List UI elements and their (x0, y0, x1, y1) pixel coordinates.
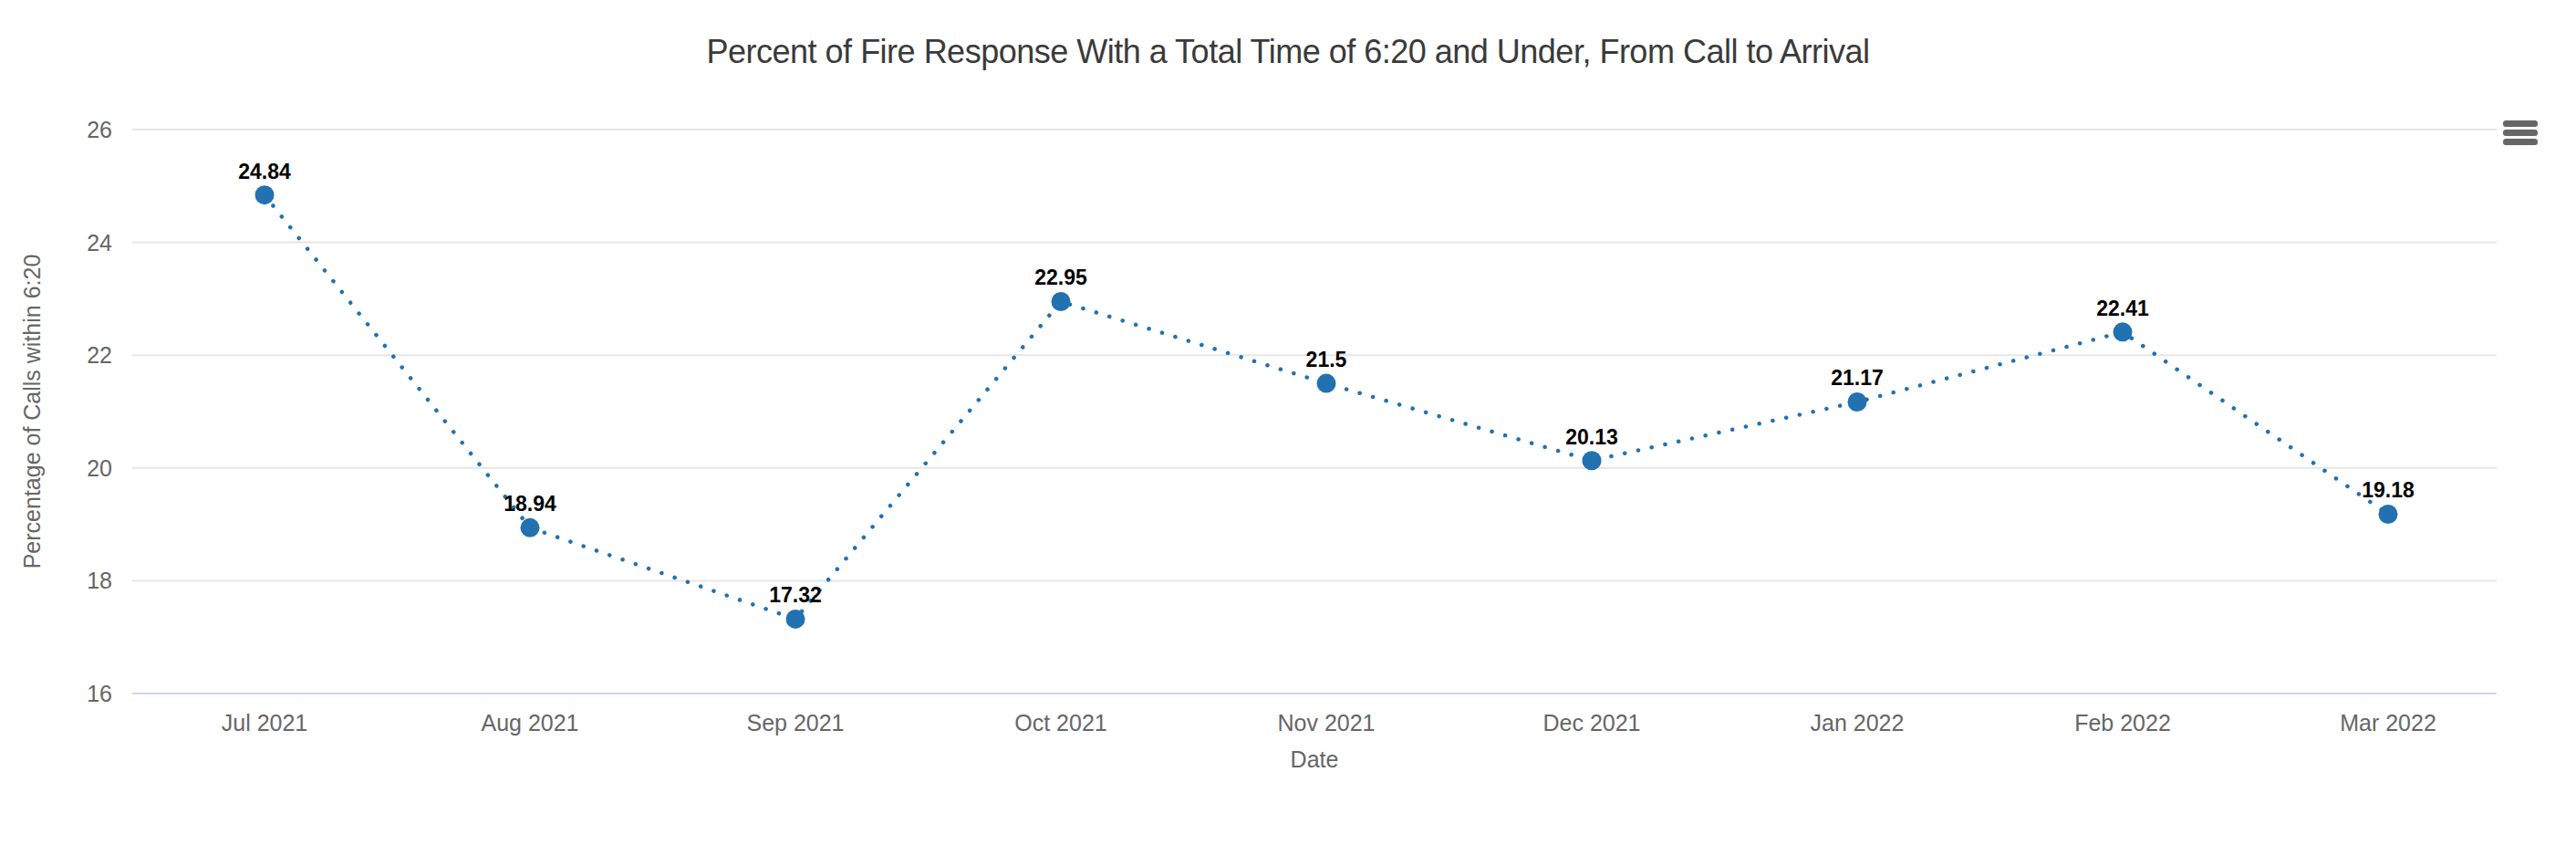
hamburger-menu-icon (2503, 120, 2538, 127)
hamburger-menu-icon (2503, 139, 2538, 145)
x-axis-title: Date (1291, 746, 1339, 772)
data-point-label: 21.5 (1306, 348, 1347, 371)
data-point-marker[interactable] (1583, 451, 1602, 470)
data-point-label: 18.94 (504, 492, 556, 516)
data-point-label: 22.41 (2096, 297, 2149, 320)
y-tick-label: 16 (87, 681, 112, 706)
series-line (265, 195, 2388, 620)
data-point-marker[interactable] (2379, 505, 2398, 524)
data-point-marker[interactable] (2114, 322, 2133, 341)
y-axis-title: Percentage of Calls within 6:20 (19, 255, 45, 569)
y-tick-label: 20 (87, 455, 112, 481)
data-point-label: 24.84 (238, 160, 291, 183)
chart-context-menu-button[interactable] (2499, 111, 2541, 153)
hamburger-menu-icon (2503, 130, 2538, 136)
x-tick-label: Nov 2021 (1277, 710, 1375, 735)
data-point-marker[interactable] (1317, 374, 1336, 393)
x-tick-label: Feb 2022 (2074, 710, 2171, 735)
data-point-label: 21.17 (1831, 366, 1884, 390)
y-tick-label: 24 (87, 230, 112, 256)
data-point-marker[interactable] (255, 185, 275, 204)
data-point-marker[interactable] (521, 518, 540, 537)
x-tick-label: Aug 2021 (481, 710, 578, 735)
plot-area: 16 18 20 22 24 26 Jul 2021 Aug 2021 Sep 2021 Oct … (0, 0, 2576, 845)
data-point-label: 22.95 (1034, 266, 1087, 289)
data-point-marker[interactable] (1052, 292, 1071, 311)
y-tick-label: 26 (87, 117, 112, 142)
x-tick-label: Dec 2021 (1542, 710, 1640, 735)
x-tick-label: Oct 2021 (1014, 710, 1106, 735)
data-point-label: 19.18 (2362, 478, 2415, 502)
data-point-marker[interactable] (1848, 392, 1867, 412)
x-tick-label: Sep 2021 (746, 710, 844, 735)
y-tick-label: 18 (87, 568, 112, 593)
x-tick-label: Jan 2022 (1811, 710, 1905, 735)
y-tick-label: 22 (87, 342, 112, 368)
data-point-marker[interactable] (786, 610, 805, 629)
x-tick-label: Mar 2022 (2340, 710, 2436, 735)
fire-response-chart: Percent of Fire Response With a Total Ti… (0, 0, 2576, 845)
x-tick-label: Jul 2021 (222, 710, 308, 735)
data-point-label: 17.32 (769, 583, 822, 607)
data-point-label: 20.13 (1565, 425, 1618, 449)
